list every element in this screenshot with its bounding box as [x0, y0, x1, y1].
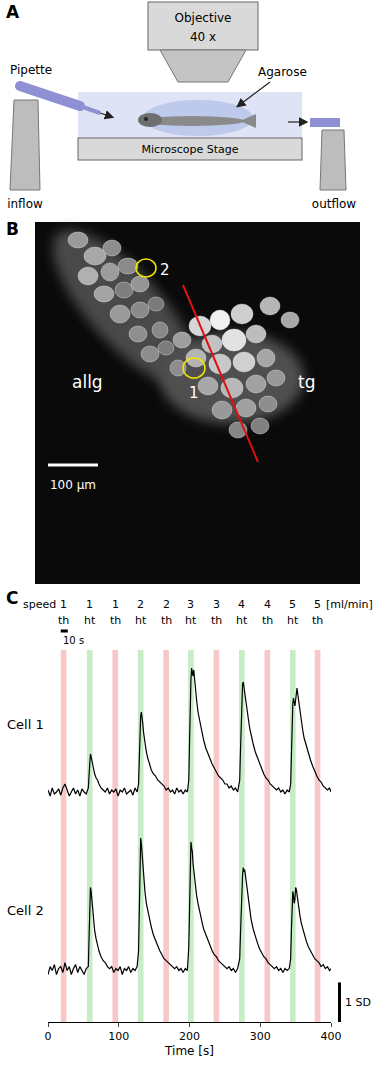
svg-text:200: 200: [179, 1030, 200, 1043]
svg-text:ht: ht: [287, 614, 299, 627]
svg-text:1: 1: [189, 384, 199, 402]
svg-text:3: 3: [187, 598, 194, 611]
svg-text:1 SD: 1 SD: [345, 996, 371, 1009]
svg-text:100: 100: [108, 1030, 129, 1043]
svg-text:0: 0: [45, 1030, 52, 1043]
svg-text:5: 5: [289, 598, 296, 611]
svg-text:100 µm: 100 µm: [50, 478, 96, 492]
svg-text:B: B: [6, 219, 19, 239]
svg-text:A: A: [6, 2, 20, 22]
svg-text:1: 1: [112, 598, 119, 611]
svg-text:Pipette: Pipette: [10, 63, 52, 77]
svg-text:th: th: [58, 614, 69, 627]
svg-text:th: th: [161, 614, 172, 627]
svg-text:Objective: Objective: [175, 11, 232, 25]
svg-text:ht: ht: [135, 614, 147, 627]
svg-text:allg: allg: [72, 372, 103, 392]
svg-text:ht: ht: [185, 614, 197, 627]
svg-text:40 x: 40 x: [190, 30, 216, 44]
svg-text:1: 1: [86, 598, 93, 611]
svg-text:400: 400: [321, 1030, 342, 1043]
svg-text:tg: tg: [298, 372, 315, 392]
svg-text:300: 300: [250, 1030, 271, 1043]
svg-text:th: th: [211, 614, 222, 627]
svg-text:th: th: [312, 614, 323, 627]
svg-text:3: 3: [213, 598, 220, 611]
svg-text:Microscope Stage: Microscope Stage: [141, 143, 238, 156]
svg-text:4: 4: [238, 598, 245, 611]
svg-text:ht: ht: [236, 614, 248, 627]
html-text:C: C: [6, 588, 19, 608]
svg-text:1: 1: [60, 598, 67, 611]
svg-text:ht: ht: [84, 614, 96, 627]
svg-text:inflow: inflow: [7, 197, 43, 211]
svg-text:2: 2: [160, 261, 170, 279]
svg-text:outflow: outflow: [312, 197, 357, 211]
svg-text:2: 2: [163, 598, 170, 611]
svg-text:Cell 1: Cell 1: [7, 717, 44, 732]
svg-text:4: 4: [264, 598, 271, 611]
svg-text:5: 5: [314, 598, 321, 611]
svg-text:Time [s]: Time [s]: [164, 1044, 214, 1058]
svg-text:speed: speed: [23, 598, 56, 611]
svg-text:th: th: [262, 614, 273, 627]
svg-text:[ml/min]: [ml/min]: [326, 598, 373, 611]
svg-text:Cell 2: Cell 2: [7, 903, 44, 918]
svg-text:th: th: [110, 614, 121, 627]
svg-text:2: 2: [137, 598, 144, 611]
svg-text:Agarose: Agarose: [258, 65, 307, 79]
svg-text:10 s: 10 s: [63, 635, 84, 646]
